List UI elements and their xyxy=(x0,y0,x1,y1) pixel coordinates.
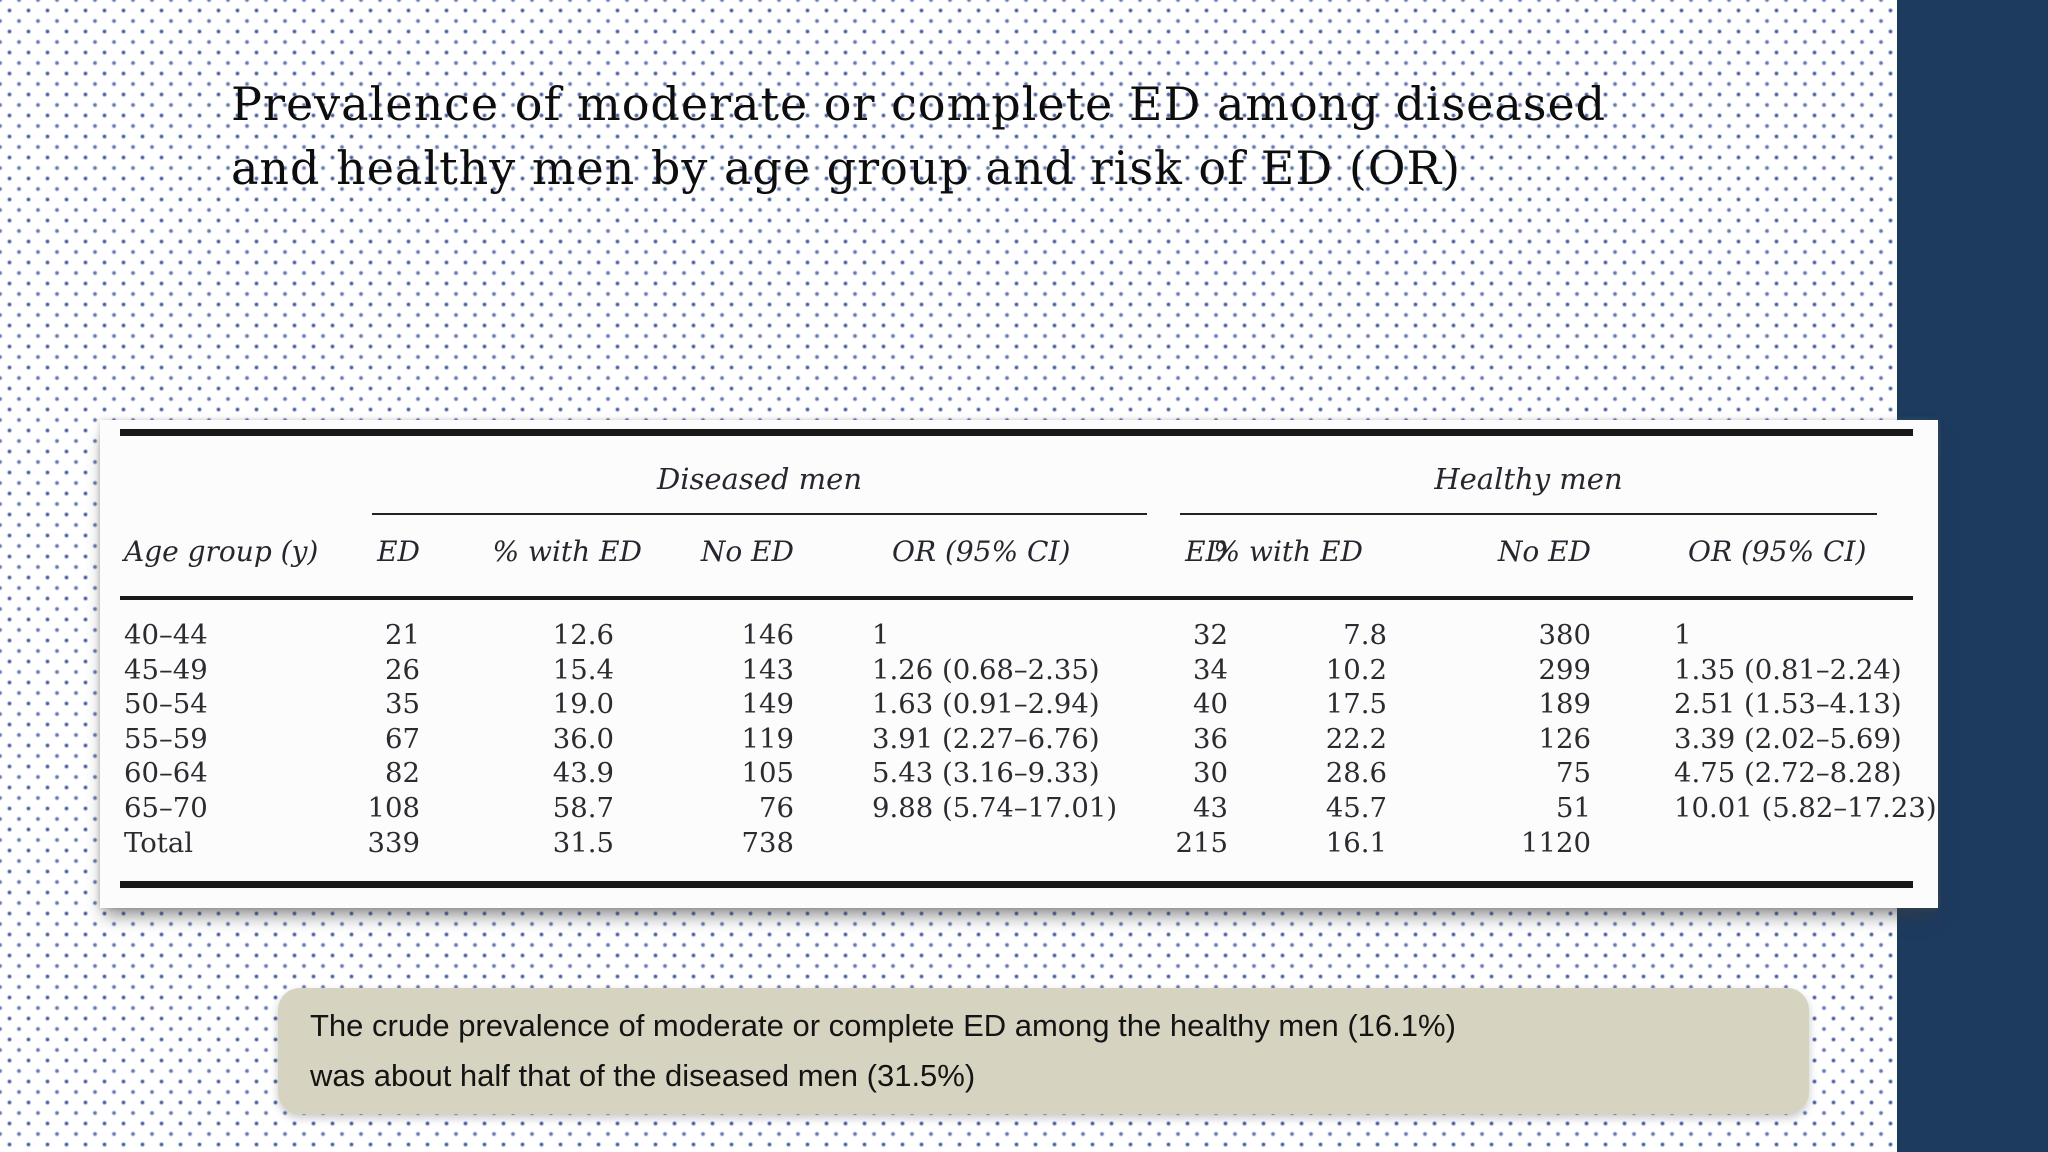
cell-h-or: 1.35 (0.81–2.24) xyxy=(1674,653,1902,686)
diseased-group-rule xyxy=(372,513,1147,515)
cell-d-pct: 12.6 xyxy=(552,619,614,651)
cell-age: Total xyxy=(124,826,194,859)
cell-h-ed: 43 xyxy=(1193,791,1228,824)
table-row-total: Total 339 31.5 738 215 16.1 1120 xyxy=(100,826,1913,861)
cell-h-ed: 36 xyxy=(1193,722,1228,755)
cell-h-pct: 45.7 xyxy=(1325,791,1387,824)
group-header-healthy: Healthy men xyxy=(1434,462,1623,496)
cell-h-ed: 32 xyxy=(1193,619,1228,651)
cell-h-or: 4.75 (2.72–8.28) xyxy=(1674,757,1902,790)
cell-d-or: 5.43 (3.16–9.33) xyxy=(872,757,1100,790)
cell-d-ed: 82 xyxy=(385,757,420,790)
cell-d-ed: 35 xyxy=(385,688,420,721)
table-header-row: Age group (y) ED % with ED No ED OR (95%… xyxy=(100,532,1937,572)
cell-h-or: 1 xyxy=(1674,619,1692,651)
cell-d-pct: 36.0 xyxy=(552,722,614,755)
cell-age: 55–59 xyxy=(124,722,208,755)
cell-h-pct: 7.8 xyxy=(1343,619,1387,651)
cell-d-or: 1 xyxy=(872,619,890,651)
summary-callout-line-1: The crude prevalence of moderate or comp… xyxy=(310,1008,1456,1043)
cell-d-or: 1.63 (0.91–2.94) xyxy=(872,688,1100,721)
cell-d-ed: 26 xyxy=(385,653,420,686)
cell-d-or xyxy=(794,826,1160,861)
cell-h-pct: 22.2 xyxy=(1325,722,1387,755)
cell-d-noed: 119 xyxy=(741,722,795,755)
summary-callout-line-2: was about half that of the diseased men … xyxy=(310,1058,976,1093)
cell-h-noed: 75 xyxy=(1556,757,1591,790)
cell-d-noed: 738 xyxy=(741,826,795,859)
cell-d-ed: 108 xyxy=(367,791,421,824)
table-row: 60–64 82 43.9 105 5.43 (3.16–9.33) 30 28… xyxy=(100,756,1913,791)
table-bottom-rule xyxy=(120,881,1913,888)
cell-age: 45–49 xyxy=(124,653,208,686)
col-header-diseased-pct: % with ED xyxy=(492,535,642,568)
cell-h-pct: 28.6 xyxy=(1325,757,1387,790)
col-header-healthy-or: OR (95% CI) xyxy=(1688,535,1867,568)
cell-h-ed: 30 xyxy=(1193,757,1228,790)
cell-age: 40–44 xyxy=(124,619,208,651)
cell-h-pct: 10.2 xyxy=(1325,653,1387,686)
cell-d-ed: 67 xyxy=(385,722,420,755)
cell-h-or: 10.01 (5.82–17.23) xyxy=(1674,791,1937,824)
col-header-diseased-noed: No ED xyxy=(700,535,794,568)
cell-h-noed: 126 xyxy=(1538,722,1592,755)
table-row: 55–59 67 36.0 119 3.91 (2.27–6.76) 36 22… xyxy=(100,722,1913,757)
page-title: Prevalence of moderate or complete ED am… xyxy=(231,72,1606,200)
table-row: 40–44 21 12.6 146 1 32 7.8 380 1 xyxy=(100,618,1913,653)
cell-d-ed: 339 xyxy=(367,826,421,859)
cell-h-noed: 51 xyxy=(1556,791,1591,824)
table-row: 50–54 35 19.0 149 1.63 (0.91–2.94) 40 17… xyxy=(100,687,1913,722)
table-header-rule xyxy=(120,596,1913,600)
table-body: 40–44 21 12.6 146 1 32 7.8 380 1 45–49 2… xyxy=(100,618,1937,861)
cell-h-noed: 189 xyxy=(1538,688,1592,721)
cell-d-pct: 19.0 xyxy=(552,688,614,721)
col-header-healthy-pct: % with ED xyxy=(1213,535,1363,568)
cell-d-noed: 105 xyxy=(741,757,795,790)
cell-h-pct: 17.5 xyxy=(1325,688,1387,721)
cell-age: 60–64 xyxy=(124,757,208,790)
summary-callout: The crude prevalence of moderate or comp… xyxy=(278,988,1809,1114)
cell-d-pct: 58.7 xyxy=(552,791,614,824)
table-row: 65–70 108 58.7 76 9.88 (5.74–17.01) 43 4… xyxy=(100,791,1937,826)
cell-d-or: 1.26 (0.68–2.35) xyxy=(872,653,1100,686)
cell-d-or: 9.88 (5.74–17.01) xyxy=(872,791,1118,824)
cell-h-noed: 380 xyxy=(1538,619,1592,651)
table-row: 45–49 26 15.4 143 1.26 (0.68–2.35) 34 10… xyxy=(100,653,1913,688)
cell-h-ed: 34 xyxy=(1193,653,1228,686)
cell-h-or: 2.51 (1.53–4.13) xyxy=(1674,688,1902,721)
col-header-age-group: Age group (y) xyxy=(124,535,319,568)
cell-h-noed: 1120 xyxy=(1521,826,1591,859)
data-table-panel: Diseased men Healthy men Age group (y) E… xyxy=(100,420,1938,908)
cell-h-ed: 215 xyxy=(1175,826,1229,859)
cell-d-pct: 31.5 xyxy=(552,826,614,859)
cell-h-or xyxy=(1591,826,1913,861)
cell-d-ed: 21 xyxy=(385,619,420,651)
col-header-diseased-ed: ED xyxy=(377,535,420,568)
cell-h-noed: 299 xyxy=(1538,653,1592,686)
cell-d-noed: 143 xyxy=(741,653,795,686)
col-header-healthy-ed: ED xyxy=(1185,535,1228,568)
cell-h-pct: 16.1 xyxy=(1325,826,1387,859)
cell-d-pct: 15.4 xyxy=(552,653,614,686)
col-header-healthy-noed: No ED xyxy=(1497,535,1591,568)
cell-d-noed: 76 xyxy=(759,791,794,824)
group-header-diseased: Diseased men xyxy=(656,462,863,496)
cell-d-noed: 146 xyxy=(741,619,795,651)
cell-d-or: 3.91 (2.27–6.76) xyxy=(872,722,1100,755)
table-top-rule xyxy=(120,429,1913,436)
cell-age: 65–70 xyxy=(124,791,208,824)
page-title-line-1: Prevalence of moderate or complete ED am… xyxy=(231,77,1607,131)
cell-h-ed: 40 xyxy=(1193,688,1228,721)
page-title-line-2: and healthy men by age group and risk of… xyxy=(231,141,1462,195)
cell-d-pct: 43.9 xyxy=(552,757,614,790)
cell-d-noed: 149 xyxy=(741,688,795,721)
cell-h-or: 3.39 (2.02–5.69) xyxy=(1674,722,1902,755)
col-header-diseased-or: OR (95% CI) xyxy=(892,535,1071,568)
cell-age: 50–54 xyxy=(124,688,208,721)
healthy-group-rule xyxy=(1180,513,1877,515)
